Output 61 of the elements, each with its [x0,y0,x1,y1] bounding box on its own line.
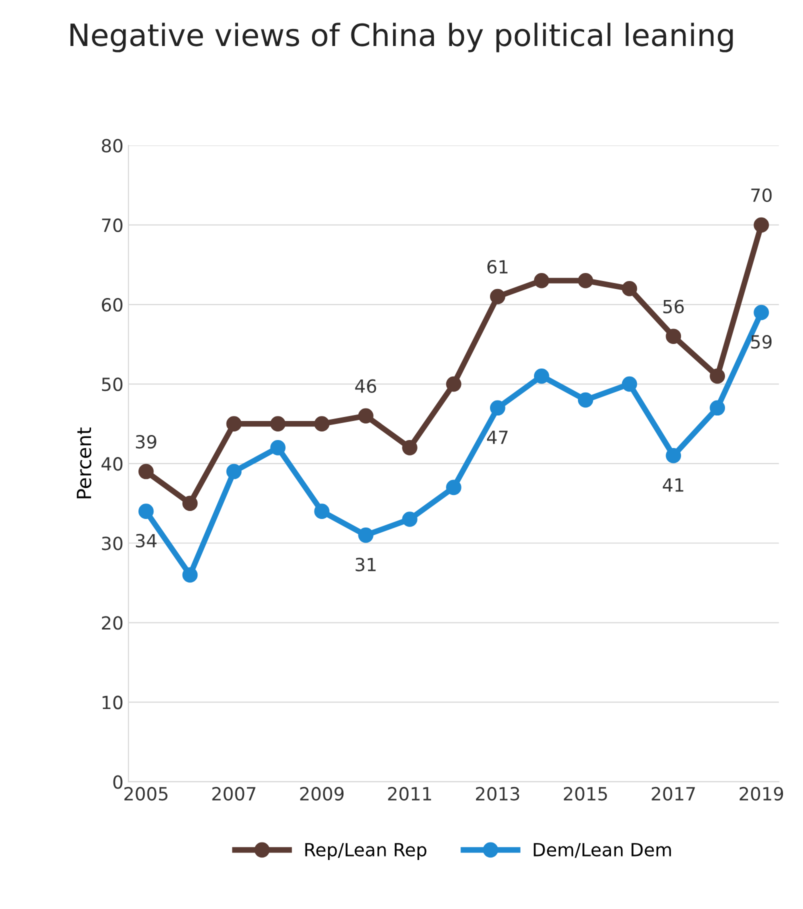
y-tick-label: 10 [102,696,122,710]
point [402,512,418,527]
point [666,328,682,344]
legend-label: Dem/Lean Dem [534,843,671,858]
y-tick-label: 80 [102,138,122,153]
point [622,376,638,392]
point [226,416,242,432]
point [710,400,726,416]
data-label: 61 [487,260,508,274]
data-label: 59 [751,335,772,349]
data-label: 34 [136,534,157,548]
point [446,480,462,496]
point [622,280,638,296]
y-tick-label: 60 [102,298,122,312]
point [270,440,286,456]
y-tick-label: 50 [102,378,122,392]
point [710,368,726,384]
data-label: 39 [136,434,156,449]
point [578,392,594,408]
x-tick-label: 2011 [388,786,432,801]
point [314,416,330,432]
point [270,416,286,432]
point [754,217,769,233]
point [138,464,154,480]
x-tick-label: 2013 [476,786,520,801]
point [754,304,769,320]
data-label: 41 [662,478,684,492]
point [182,567,198,583]
legend-label: Rep/Lean Rep [305,843,426,860]
point [138,504,154,519]
point [314,504,330,519]
point [358,528,374,543]
x-tick-label: 2017 [652,786,695,801]
point [578,273,594,288]
x-tick-label: 2019 [740,786,784,801]
point [534,273,550,288]
point [226,464,242,480]
x-tick-label: 2007 [212,786,256,801]
y-tick-label: 40 [102,457,122,471]
point [182,496,198,511]
point [402,440,418,456]
point [490,288,506,304]
x-tick-label: 2015 [564,786,607,801]
x-tick-label: 2009 [300,786,344,801]
point [666,448,682,464]
data-label: 31 [356,558,376,572]
data-label: 47 [487,430,508,444]
point [490,400,506,416]
data-label: 70 [751,188,772,202]
y-tick-label: 70 [102,218,122,232]
x-tick-label: 2005 [124,786,168,801]
chart-title: Negative views of China by political leaning [70,22,733,52]
point [446,376,462,392]
point [534,368,550,384]
y-tick-label: 30 [102,536,122,550]
data-label: 56 [663,300,684,314]
y-tick-label: 20 [102,616,122,630]
y-tick-label: 0 [113,775,122,789]
point [358,408,374,424]
y-axis-title: Percent [76,427,92,498]
data-label: 46 [355,379,376,393]
